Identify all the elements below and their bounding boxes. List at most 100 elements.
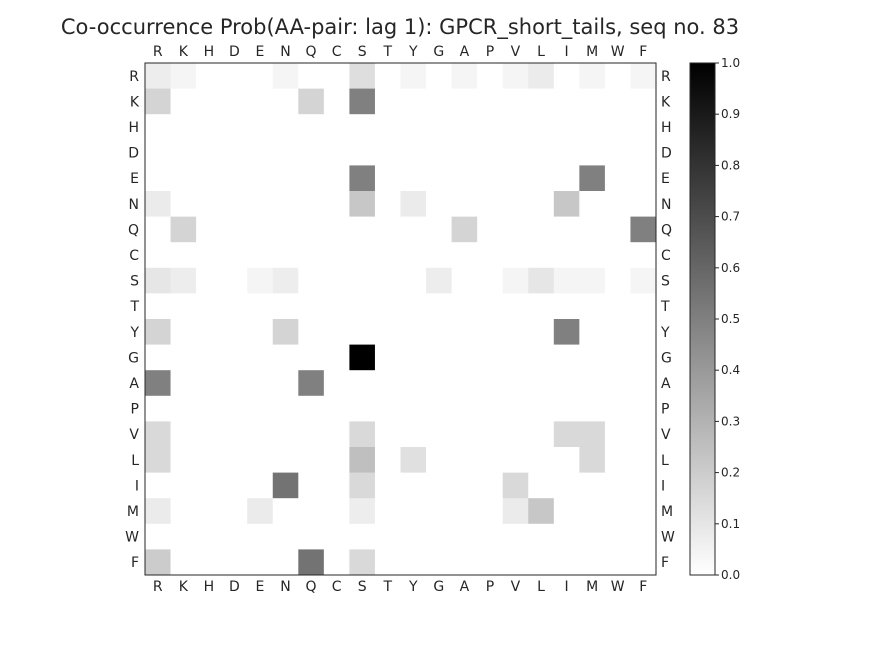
heatmap-cell bbox=[630, 293, 657, 320]
heatmap-cell bbox=[247, 370, 274, 397]
y-tick-label: G bbox=[661, 350, 672, 366]
heatmap-cell bbox=[630, 191, 657, 217]
heatmap-cell bbox=[502, 472, 529, 499]
y-tick-label: K bbox=[130, 94, 140, 110]
heatmap-cell bbox=[145, 165, 171, 192]
heatmap-cell bbox=[477, 139, 504, 166]
heatmap-cell bbox=[604, 549, 631, 576]
heatmap-cell bbox=[247, 498, 274, 525]
heatmap-cell bbox=[528, 242, 555, 269]
heatmap-cell bbox=[451, 242, 478, 269]
heatmap-cell bbox=[451, 63, 478, 89]
x-tick-label: C bbox=[332, 579, 342, 595]
heatmap-cell bbox=[477, 421, 504, 448]
y-tick-label: T bbox=[660, 299, 670, 315]
heatmap-cell bbox=[247, 395, 274, 422]
heatmap-cell bbox=[221, 447, 248, 473]
heatmap-cell bbox=[604, 523, 631, 550]
heatmap-cell bbox=[477, 370, 504, 397]
heatmap-cell bbox=[477, 242, 504, 269]
heatmap-cell bbox=[323, 472, 350, 499]
heatmap-cell bbox=[579, 165, 606, 192]
heatmap-cell bbox=[400, 242, 427, 269]
y-tick-label: N bbox=[661, 197, 671, 213]
heatmap-cell bbox=[400, 344, 427, 371]
heatmap-cell bbox=[400, 191, 427, 217]
heatmap-cell bbox=[604, 216, 631, 243]
heatmap-cell bbox=[349, 165, 376, 192]
heatmap-cell bbox=[477, 447, 504, 473]
y-tick-label: T bbox=[129, 299, 139, 315]
heatmap-cell bbox=[170, 165, 197, 192]
heatmap-cell bbox=[272, 114, 299, 141]
heatmap-cell bbox=[323, 370, 350, 397]
heatmap-cell bbox=[145, 114, 171, 141]
heatmap-cell bbox=[221, 319, 248, 345]
heatmap-cell bbox=[298, 447, 325, 473]
heatmap-cell bbox=[400, 139, 427, 166]
x-tick-label: S bbox=[358, 44, 367, 60]
heatmap-cell bbox=[604, 370, 631, 397]
heatmap-cell bbox=[272, 165, 299, 192]
heatmap-cell bbox=[196, 395, 223, 422]
heatmap-cell bbox=[374, 344, 401, 371]
colorbar-tick-label: 0.2 bbox=[721, 466, 740, 480]
heatmap-cell bbox=[502, 63, 529, 89]
heatmap-cell bbox=[323, 549, 350, 576]
y-tick-label: L bbox=[661, 453, 669, 469]
heatmap-cell bbox=[451, 344, 478, 371]
heatmap-cell bbox=[579, 139, 606, 166]
heatmap-cell bbox=[272, 63, 299, 89]
x-tick-label: D bbox=[229, 44, 240, 60]
heatmap-cell bbox=[196, 293, 223, 320]
heatmap-cell bbox=[630, 165, 657, 192]
heatmap-cell bbox=[426, 421, 452, 448]
heatmap-cell bbox=[221, 472, 248, 499]
heatmap-cell bbox=[451, 472, 478, 499]
heatmap-cell bbox=[170, 523, 197, 550]
heatmap-cell bbox=[604, 114, 631, 141]
heatmap-cell bbox=[426, 370, 452, 397]
heatmap-cell bbox=[579, 114, 606, 141]
heatmap-cell bbox=[502, 370, 529, 397]
heatmap-cell bbox=[374, 191, 401, 217]
heatmap-cell bbox=[477, 114, 504, 141]
heatmap-cell bbox=[196, 447, 223, 473]
y-tick-label: V bbox=[129, 427, 139, 443]
y-tick-label: S bbox=[130, 274, 139, 290]
heatmap-cells bbox=[145, 63, 657, 576]
heatmap-cell bbox=[323, 267, 350, 294]
heatmap-cell bbox=[426, 523, 452, 550]
heatmap-cell bbox=[247, 319, 274, 345]
heatmap-cell bbox=[170, 216, 197, 243]
x-tick-label: W bbox=[611, 579, 625, 595]
colorbar-tick-label: 0.3 bbox=[721, 414, 740, 428]
colorbar-tick-label: 0.1 bbox=[721, 517, 740, 531]
heatmap-cell bbox=[426, 498, 452, 525]
heatmap-cell bbox=[221, 395, 248, 422]
x-tick-label: Q bbox=[306, 579, 317, 595]
heatmap-cell bbox=[170, 114, 197, 141]
heatmap-cell bbox=[528, 370, 555, 397]
heatmap-cell bbox=[247, 165, 274, 192]
heatmap-cell bbox=[477, 472, 504, 499]
heatmap-cell bbox=[426, 63, 452, 89]
x-tick-label: H bbox=[204, 44, 215, 60]
x-tick-label: T bbox=[382, 579, 392, 595]
heatmap-cell bbox=[298, 498, 325, 525]
heatmap-cell bbox=[451, 114, 478, 141]
heatmap-cell bbox=[170, 293, 197, 320]
heatmap-cell bbox=[374, 421, 401, 448]
heatmap-cell bbox=[298, 88, 325, 115]
x-tick-label: N bbox=[280, 44, 290, 60]
heatmap-cell bbox=[502, 165, 529, 192]
heatmap-cell bbox=[502, 447, 529, 473]
heatmap-cell bbox=[221, 191, 248, 217]
heatmap-cell bbox=[374, 319, 401, 345]
heatmap-cell bbox=[528, 395, 555, 422]
heatmap-cell bbox=[349, 267, 376, 294]
heatmap-cell bbox=[528, 267, 555, 294]
x-tick-label: G bbox=[433, 579, 444, 595]
heatmap-cell bbox=[349, 216, 376, 243]
